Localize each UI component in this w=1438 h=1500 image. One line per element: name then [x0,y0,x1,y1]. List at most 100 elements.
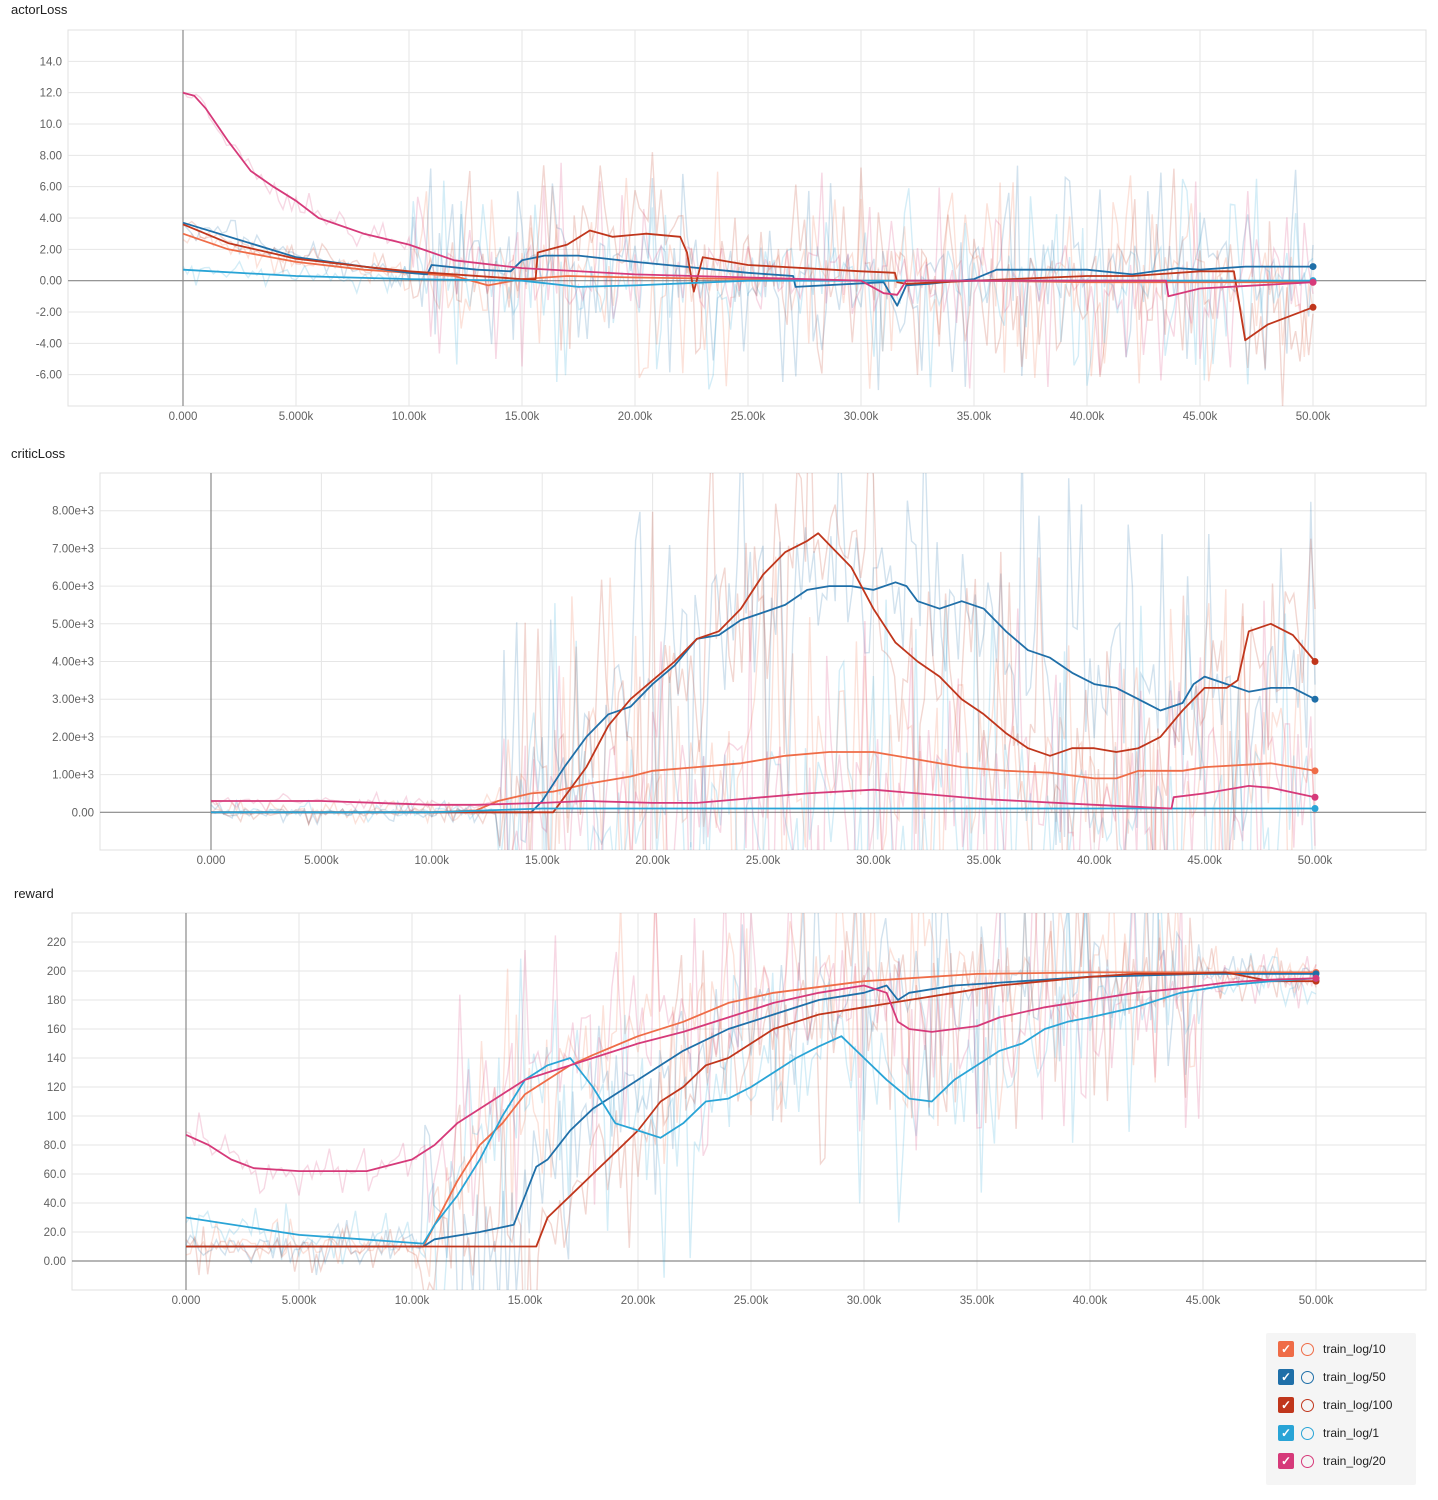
y-tick-label: 3.00e+3 [52,694,94,706]
y-tick-label: 180 [47,995,66,1007]
y-tick-label: 0.00 [72,807,94,819]
legend-item-train-log-1[interactable]: ✓ train_log/1 [1278,1422,1379,1444]
x-tick-label: 20.00k [618,411,653,423]
x-tick-label: 45.00k [1187,855,1222,867]
checkbox-icon[interactable]: ✓ [1278,1397,1294,1413]
y-tick-label: 14.0 [40,56,62,68]
series-end-point[interactable] [1311,793,1319,801]
series-line-train-log-1[interactable] [185,977,1317,1245]
y-tick-label: -2.00 [36,307,62,319]
circle-icon [1301,1398,1314,1412]
x-tick-label: 30.00k [856,855,891,867]
raw-trace-train-log-100 [185,913,1317,1290]
plot-frame [71,912,1427,1291]
x-tick-label: 40.00k [1070,411,1105,423]
x-tick-label: 45.00k [1186,1295,1221,1307]
chart-title-criticloss: criticLoss [11,446,66,461]
checkbox-icon[interactable]: ✓ [1278,1425,1294,1441]
actorloss-plot[interactable]: 0.000 5.000k 10.00k 15.00k 20.00k 25.00k 30.00… [0,0,1438,430]
chart-title-reward: reward [14,886,54,901]
y-tick-label: 7.00e+3 [52,543,94,555]
series-end-point[interactable] [1309,278,1317,286]
raw-trace-train-log-20 [182,90,1314,389]
y-tick-label: 12.0 [40,88,62,100]
chart-title-actorloss: actorLoss [11,2,68,17]
y-tick-label: 40.0 [44,1198,66,1210]
x-tick-label: 25.00k [734,1295,769,1307]
series-line-train-log-20[interactable] [211,784,1316,810]
circle-icon [1301,1454,1314,1468]
x-tick-label: 10.00k [395,1295,430,1307]
x-tick-label: 25.00k [746,855,781,867]
legend-label: train_log/100 [1323,1398,1393,1412]
x-tick-label: 45.00k [1183,411,1218,423]
legend-label: train_log/10 [1323,1342,1386,1356]
series-line-train-log-10[interactable] [211,751,1316,814]
y-tick-label: 140 [47,1053,66,1065]
legend-label: train_log/1 [1323,1426,1380,1440]
raw-trace-train-log-1 [185,913,1317,1290]
series-line-train-log-100[interactable] [186,971,1316,1248]
y-tick-label: 5.00e+3 [52,619,94,631]
y-tick-label: 20.0 [44,1227,66,1239]
series-end-point[interactable] [1311,767,1319,775]
x-tick-label: 5.000k [279,411,314,423]
x-tick-label: 40.00k [1077,855,1112,867]
y-tick-label: 0.00 [44,1256,66,1268]
y-tick-label: 120 [47,1082,66,1094]
x-tick-label: 10.00k [415,855,450,867]
raw-trace-train-log-100 [182,152,1314,406]
y-tick-label: 100 [47,1111,66,1123]
series-line-train-log-20[interactable] [182,91,1314,298]
series-end-point[interactable] [1312,974,1320,982]
series-end-point[interactable] [1311,695,1319,703]
y-tick-label: 220 [47,937,66,949]
y-tick-label: 8.00e+3 [52,506,94,518]
series-line-train-log-10[interactable] [186,971,1316,1248]
series-end-point[interactable] [1309,303,1317,311]
legend-item-train-log-100[interactable]: ✓ train_log/100 [1278,1394,1392,1416]
y-tick-label: -4.00 [36,338,62,350]
series-end-point[interactable] [1311,805,1319,813]
raw-trace-train-log-20 [185,913,1317,1223]
y-tick-label: 2.00e+3 [52,732,94,744]
criticloss-plot[interactable]: 0.000 5.000k 10.00k 15.00k 20.00k 25.00k 30.00… [0,440,1438,870]
y-tick-label: 0.00 [40,276,62,288]
series-line-train-log-50[interactable] [211,581,1316,814]
y-tick-label: 2.00 [40,244,62,256]
x-tick-label: 5.000k [304,855,339,867]
x-tick-label: 20.00k [621,1295,656,1307]
reward-plot[interactable]: 0.000 5.000k 10.00k 15.00k 20.00k 25.00k 30.00… [0,880,1438,1320]
series-end-point[interactable] [1309,263,1317,271]
series-line-train-log-100[interactable] [182,223,1314,342]
x-tick-label: 5.000k [282,1295,317,1307]
legend-item-train-log-20[interactable]: ✓ train_log/20 [1278,1450,1386,1472]
y-tick-label: 4.00 [40,213,62,225]
x-tick-label: 30.00k [844,411,879,423]
y-tick-label: 1.00e+3 [52,770,94,782]
x-tick-label: 50.00k [1299,1295,1334,1307]
checkbox-icon[interactable]: ✓ [1278,1369,1294,1385]
legend-item-train-log-50[interactable]: ✓ train_log/50 [1278,1366,1386,1388]
raw-trace-train-log-100 [210,473,1316,850]
checkbox-icon[interactable]: ✓ [1278,1341,1294,1357]
x-tick-label: 50.00k [1296,411,1331,423]
legend-item-train-log-10[interactable]: ✓ train_log/10 [1278,1338,1386,1360]
x-tick-label: 25.00k [731,411,766,423]
x-tick-label: 15.00k [508,1295,543,1307]
x-tick-label: 0.000 [197,855,226,867]
y-tick-label: 160 [47,1024,66,1036]
y-tick-label: 200 [47,966,66,978]
raw-trace-train-log-10 [185,913,1317,1277]
series-line-train-log-100[interactable] [211,532,1316,814]
y-tick-label: 6.00e+3 [52,581,94,593]
x-tick-label: 30.00k [847,1295,882,1307]
checkbox-icon[interactable]: ✓ [1278,1453,1294,1469]
y-tick-label: 60.0 [44,1169,66,1181]
series-line-train-log-50[interactable] [186,973,1316,1248]
legend-label: train_log/20 [1323,1454,1386,1468]
series-line-train-log-1[interactable] [211,807,1315,814]
circle-icon [1301,1370,1314,1384]
series-line-train-log-20[interactable] [185,977,1317,1173]
series-end-point[interactable] [1311,658,1319,665]
